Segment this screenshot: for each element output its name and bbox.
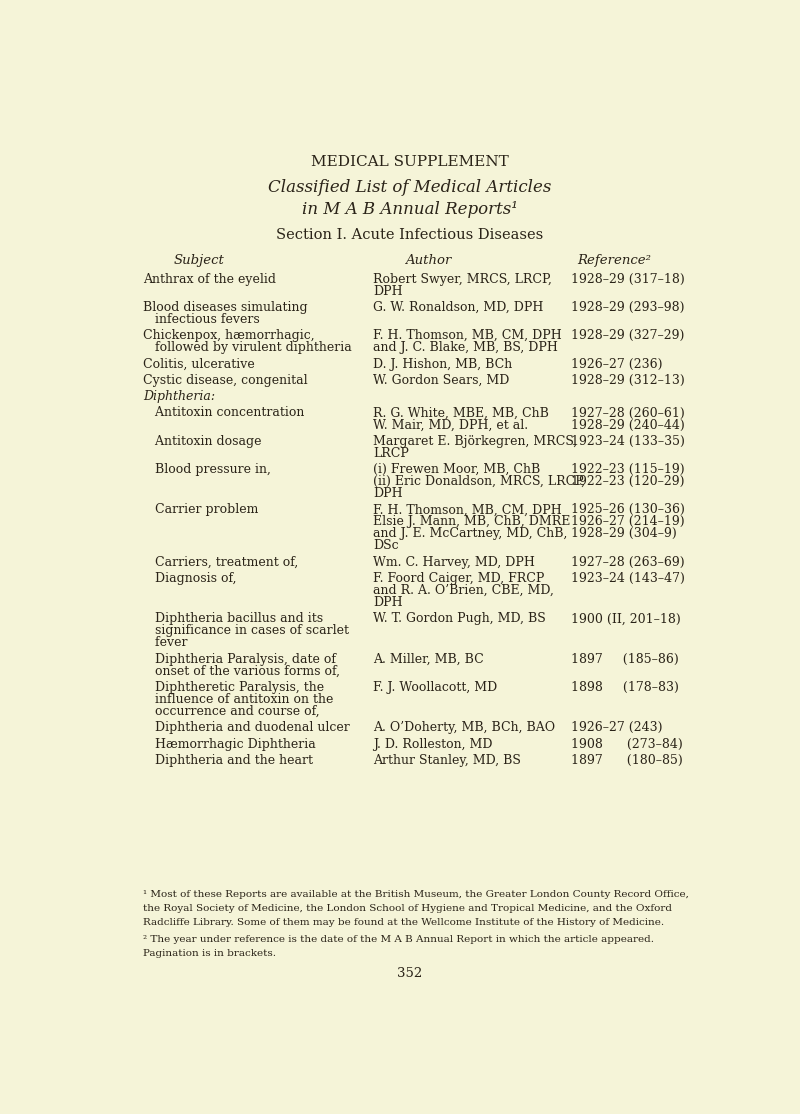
Text: Subject: Subject bbox=[174, 254, 225, 266]
Text: (ii) Eric Donaldson, MRCS, LRCP,: (ii) Eric Donaldson, MRCS, LRCP, bbox=[373, 475, 585, 488]
Text: 1925–26 (130–36): 1925–26 (130–36) bbox=[571, 504, 685, 517]
Text: 1928–29 (293–98): 1928–29 (293–98) bbox=[571, 301, 685, 314]
Text: onset of the various forms of,: onset of the various forms of, bbox=[143, 665, 341, 677]
Text: J. D. Rolleston, MD: J. D. Rolleston, MD bbox=[373, 737, 492, 751]
Text: influence of antitoxin on the: influence of antitoxin on the bbox=[143, 693, 334, 706]
Text: G. W. Ronaldson, MD, DPH: G. W. Ronaldson, MD, DPH bbox=[373, 301, 543, 314]
Text: 1928–29 (240–44): 1928–29 (240–44) bbox=[571, 419, 685, 431]
Text: ² The year under reference is the date of the M A B Annual Report in which the a: ² The year under reference is the date o… bbox=[143, 935, 654, 944]
Text: Diphtheria bacillus and its: Diphtheria bacillus and its bbox=[143, 613, 323, 625]
Text: Antitoxin dosage: Antitoxin dosage bbox=[143, 434, 262, 448]
Text: 1927–28 (260–61): 1927–28 (260–61) bbox=[571, 407, 685, 420]
Text: A. O’Doherty, MB, BCh, BAO: A. O’Doherty, MB, BCh, BAO bbox=[373, 721, 555, 734]
Text: Diphtheria Paralysis, date of: Diphtheria Paralysis, date of bbox=[143, 653, 336, 666]
Text: 1908      (273–84): 1908 (273–84) bbox=[571, 737, 683, 751]
Text: W. Gordon Sears, MD: W. Gordon Sears, MD bbox=[373, 374, 509, 387]
Text: Anthrax of the eyelid: Anthrax of the eyelid bbox=[143, 273, 277, 285]
Text: MEDICAL SUPPLEMENT: MEDICAL SUPPLEMENT bbox=[311, 155, 509, 169]
Text: R. G. White, MBE, MB, ChB: R. G. White, MBE, MB, ChB bbox=[373, 407, 549, 420]
Text: Classified List of Medical Articles: Classified List of Medical Articles bbox=[268, 179, 552, 196]
Text: 1922–23 (115–19): 1922–23 (115–19) bbox=[571, 463, 685, 476]
Text: 1926–27 (236): 1926–27 (236) bbox=[571, 358, 662, 371]
Text: Radcliffe Library. Some of them may be found at the Wellcome Institute of the Hi: Radcliffe Library. Some of them may be f… bbox=[143, 918, 665, 927]
Text: Cystic disease, congenital: Cystic disease, congenital bbox=[143, 374, 308, 387]
Text: Antitoxin concentration: Antitoxin concentration bbox=[143, 407, 305, 420]
Text: F. J. Woollacott, MD: F. J. Woollacott, MD bbox=[373, 681, 497, 694]
Text: Margaret E. Björkegren, MRCS,: Margaret E. Björkegren, MRCS, bbox=[373, 434, 577, 448]
Text: 1927–28 (263–69): 1927–28 (263–69) bbox=[571, 556, 685, 569]
Text: 1926–27 (214–19): 1926–27 (214–19) bbox=[571, 516, 685, 528]
Text: infectious fevers: infectious fevers bbox=[143, 313, 260, 326]
Text: ¹ Most of these Reports are available at the British Museum, the Greater London : ¹ Most of these Reports are available at… bbox=[143, 890, 690, 899]
Text: W. T. Gordon Pugh, MD, BS: W. T. Gordon Pugh, MD, BS bbox=[373, 613, 546, 625]
Text: Elsie J. Mann, MB, ChB, DMRE: Elsie J. Mann, MB, ChB, DMRE bbox=[373, 516, 570, 528]
Text: Hæmorrhagic Diphtheria: Hæmorrhagic Diphtheria bbox=[143, 737, 316, 751]
Text: Diphtheria:: Diphtheria: bbox=[143, 390, 215, 403]
Text: (i) Frewen Moor, MB, ChB: (i) Frewen Moor, MB, ChB bbox=[373, 463, 540, 476]
Text: Pagination is in brackets.: Pagination is in brackets. bbox=[143, 949, 277, 958]
Text: DSc: DSc bbox=[373, 539, 398, 553]
Text: W. Mair, MD, DPH, et al.: W. Mair, MD, DPH, et al. bbox=[373, 419, 528, 431]
Text: DPH: DPH bbox=[373, 487, 402, 500]
Text: Reference²: Reference² bbox=[578, 254, 651, 266]
Text: LRCP: LRCP bbox=[373, 447, 409, 460]
Text: the Royal Society of Medicine, the London School of Hygiene and Tropical Medicin: the Royal Society of Medicine, the Londo… bbox=[143, 903, 672, 913]
Text: Wm. C. Harvey, MD, DPH: Wm. C. Harvey, MD, DPH bbox=[373, 556, 534, 569]
Text: Chickenpox, hæmorrhagic,: Chickenpox, hæmorrhagic, bbox=[143, 330, 315, 342]
Text: 1926–27 (243): 1926–27 (243) bbox=[571, 721, 662, 734]
Text: and J. C. Blake, MB, BS, DPH: and J. C. Blake, MB, BS, DPH bbox=[373, 341, 558, 354]
Text: F. H. Thomson, MB, CM, DPH: F. H. Thomson, MB, CM, DPH bbox=[373, 330, 562, 342]
Text: 1897      (180–85): 1897 (180–85) bbox=[571, 754, 683, 766]
Text: in M A B Annual Reports¹: in M A B Annual Reports¹ bbox=[302, 201, 518, 217]
Text: 1923–24 (133–35): 1923–24 (133–35) bbox=[571, 434, 685, 448]
Text: 1928–29 (317–18): 1928–29 (317–18) bbox=[571, 273, 685, 285]
Text: F. H. Thomson, MB, CM, DPH: F. H. Thomson, MB, CM, DPH bbox=[373, 504, 562, 517]
Text: F. Foord Caiger, MD, FRCP: F. Foord Caiger, MD, FRCP bbox=[373, 571, 544, 585]
Text: significance in cases of scarlet: significance in cases of scarlet bbox=[143, 624, 350, 637]
Text: Diagnosis of,: Diagnosis of, bbox=[143, 571, 237, 585]
Text: Author: Author bbox=[406, 254, 452, 266]
Text: fever: fever bbox=[143, 636, 188, 649]
Text: 1928–29 (304–9): 1928–29 (304–9) bbox=[571, 527, 677, 540]
Text: Carrier problem: Carrier problem bbox=[143, 504, 258, 517]
Text: 1928–29 (327–29): 1928–29 (327–29) bbox=[571, 330, 685, 342]
Text: Section I. Acute Infectious Diseases: Section I. Acute Infectious Diseases bbox=[276, 228, 544, 242]
Text: Robert Swyer, MRCS, LRCP,: Robert Swyer, MRCS, LRCP, bbox=[373, 273, 552, 285]
Text: and R. A. O’Brien, CBE, MD,: and R. A. O’Brien, CBE, MD, bbox=[373, 584, 554, 597]
Text: DPH: DPH bbox=[373, 596, 402, 609]
Text: 1897     (185–86): 1897 (185–86) bbox=[571, 653, 679, 666]
Text: D. J. Hishon, MB, BCh: D. J. Hishon, MB, BCh bbox=[373, 358, 512, 371]
Text: A. Miller, MB, BC: A. Miller, MB, BC bbox=[373, 653, 483, 666]
Text: Arthur Stanley, MD, BS: Arthur Stanley, MD, BS bbox=[373, 754, 521, 766]
Text: Blood diseases simulating: Blood diseases simulating bbox=[143, 301, 308, 314]
Text: Diphtheria and the heart: Diphtheria and the heart bbox=[143, 754, 314, 766]
Text: followed by virulent diphtheria: followed by virulent diphtheria bbox=[143, 341, 352, 354]
Text: Carriers, treatment of,: Carriers, treatment of, bbox=[143, 556, 298, 569]
Text: occurrence and course of,: occurrence and course of, bbox=[143, 705, 320, 717]
Text: DPH: DPH bbox=[373, 285, 402, 297]
Text: Diphtheria and duodenal ulcer: Diphtheria and duodenal ulcer bbox=[143, 721, 350, 734]
Text: 1900 (II, 201–18): 1900 (II, 201–18) bbox=[571, 613, 681, 625]
Text: 1928–29 (312–13): 1928–29 (312–13) bbox=[571, 374, 685, 387]
Text: Blood pressure in,: Blood pressure in, bbox=[143, 463, 271, 476]
Text: 1898     (178–83): 1898 (178–83) bbox=[571, 681, 679, 694]
Text: Colitis, ulcerative: Colitis, ulcerative bbox=[143, 358, 255, 371]
Text: 1922–23 (120–29): 1922–23 (120–29) bbox=[571, 475, 685, 488]
Text: and J. E. McCartney, MD, ChB,: and J. E. McCartney, MD, ChB, bbox=[373, 527, 567, 540]
Text: 1923–24 (143–47): 1923–24 (143–47) bbox=[571, 571, 685, 585]
Text: Diphtheretic Paralysis, the: Diphtheretic Paralysis, the bbox=[143, 681, 325, 694]
Text: 352: 352 bbox=[398, 967, 422, 980]
